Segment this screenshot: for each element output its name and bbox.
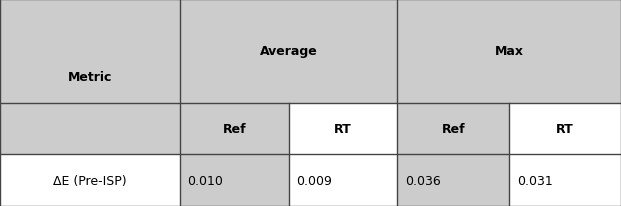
- Text: Ref: Ref: [442, 122, 465, 135]
- Text: 0.009: 0.009: [296, 174, 332, 187]
- Bar: [289, 154, 397, 206]
- Bar: [180, 154, 289, 206]
- Bar: [397, 103, 509, 154]
- Bar: [397, 154, 509, 206]
- Bar: [180, 103, 289, 154]
- Text: Max: Max: [495, 45, 524, 58]
- Text: ΔE (Pre-ISP): ΔE (Pre-ISP): [53, 174, 127, 187]
- Bar: [0, 154, 180, 206]
- Text: Metric: Metric: [68, 71, 112, 84]
- Text: Ref: Ref: [222, 122, 247, 135]
- Text: Average: Average: [260, 45, 317, 58]
- Text: 0.036: 0.036: [405, 174, 441, 187]
- Text: 0.010: 0.010: [188, 174, 224, 187]
- Text: 0.031: 0.031: [517, 174, 553, 187]
- Text: RT: RT: [334, 122, 352, 135]
- Bar: [180, 0, 397, 103]
- Bar: [397, 0, 621, 103]
- Bar: [509, 103, 621, 154]
- Bar: [509, 154, 621, 206]
- Bar: [289, 103, 397, 154]
- Text: RT: RT: [556, 122, 574, 135]
- Bar: [0, 0, 180, 154]
